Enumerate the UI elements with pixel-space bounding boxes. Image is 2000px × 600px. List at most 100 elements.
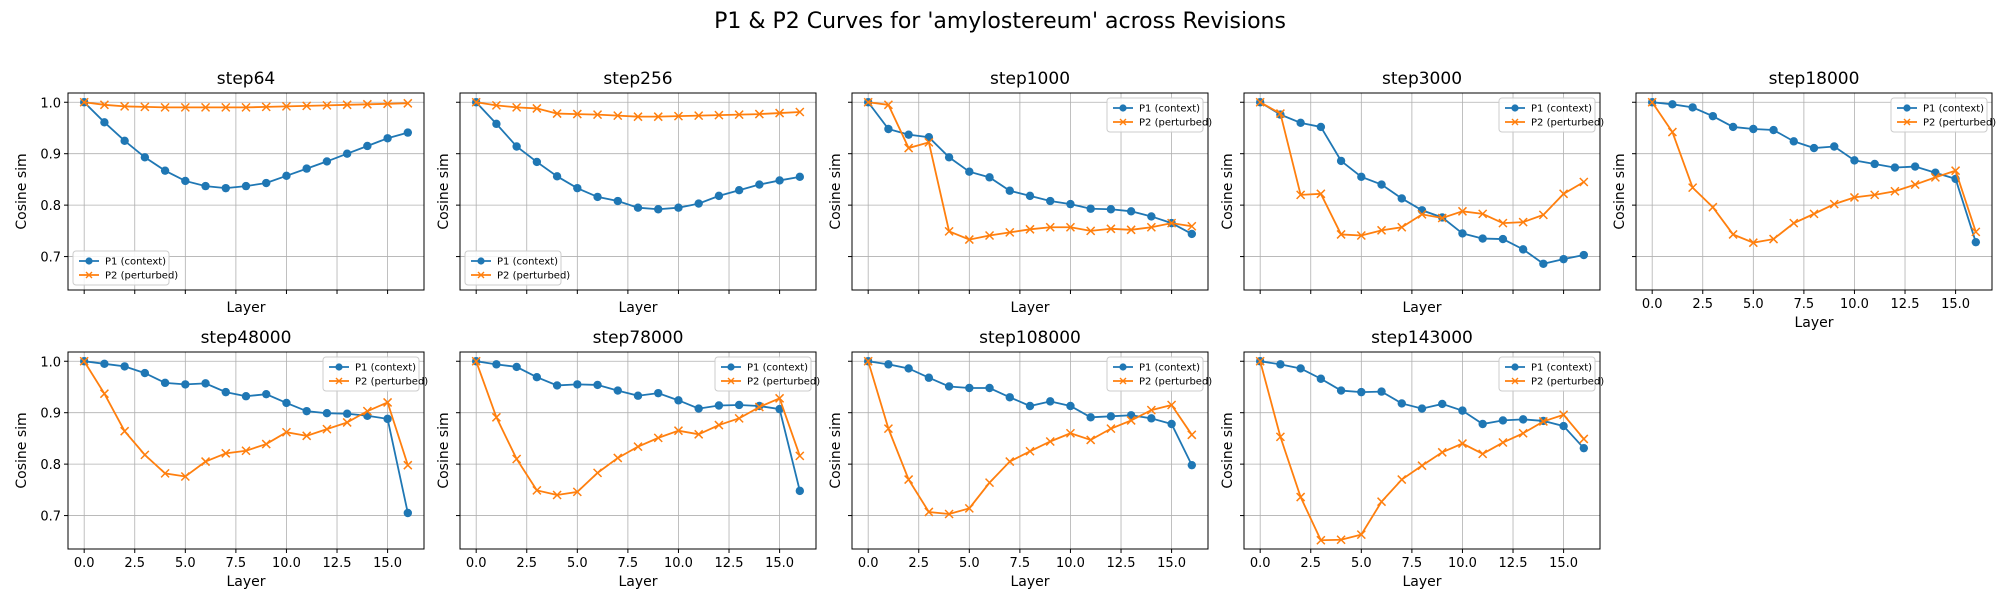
data-point-p2 (1437, 213, 1447, 223)
data-point-p1 (403, 508, 413, 518)
data-point-p2 (362, 99, 372, 109)
data-point-p2 (281, 427, 291, 437)
data-point-p2 (241, 446, 251, 456)
axes-frame (1243, 351, 1601, 550)
data-point-p1 (1498, 416, 1508, 425)
data-point-p2 (1809, 209, 1819, 219)
y-tick-label: 0.9 (40, 148, 61, 163)
data-point-p2 (1971, 227, 1981, 237)
data-point-p2 (1457, 206, 1467, 216)
data-point-p2 (1498, 218, 1508, 228)
data-point-p1 (1126, 207, 1136, 216)
data-point-p2 (1106, 224, 1116, 234)
data-point-p2 (1025, 446, 1035, 456)
data-point-p1 (1005, 186, 1014, 195)
legend: P1 (context) P2 (perturbed) (714, 356, 820, 392)
y-tick-label: 1.0 (40, 96, 61, 111)
data-point-p2 (1789, 218, 1799, 228)
x-axis-label: Layer (1794, 315, 1833, 331)
data-point-p1 (1397, 399, 1406, 408)
data-point-p2 (1086, 435, 1096, 445)
data-point-p1 (1377, 180, 1386, 189)
x-axis-label: Layer (618, 574, 657, 590)
legend-marker (477, 257, 485, 265)
data-point-p1 (241, 392, 251, 401)
data-point-p2 (694, 429, 704, 439)
data-point-p1 (1316, 374, 1326, 383)
data-point-p1 (1539, 259, 1548, 268)
subplot-title: step143000 (1371, 328, 1473, 348)
data-point-p1 (613, 386, 622, 395)
data-point-p2 (1255, 356, 1265, 366)
data-point-p1 (965, 383, 974, 393)
data-point-p2 (1910, 180, 1920, 190)
data-point-p2 (1065, 428, 1075, 438)
data-point-p1 (1336, 386, 1346, 395)
data-point-p2 (471, 97, 481, 107)
subplot-title: step108000 (979, 328, 1081, 348)
x-tick-label: 12.5 (1891, 297, 1920, 312)
data-point-p1 (1769, 125, 1778, 135)
data-point-p1 (985, 173, 994, 182)
data-point-p2 (1356, 230, 1366, 241)
data-point-p1 (674, 396, 683, 405)
data-point-p1 (1106, 412, 1116, 421)
data-point-p1 (755, 180, 764, 189)
data-point-p2 (775, 108, 785, 118)
x-axis-label: Layer (618, 300, 657, 316)
data-point-p1 (100, 118, 109, 127)
legend-marker (1511, 377, 1519, 385)
data-point-p2 (1457, 439, 1467, 449)
data-point-p1 (1971, 237, 1981, 247)
data-point-p2 (1187, 221, 1197, 231)
data-point-p2 (795, 107, 805, 117)
data-point-p2 (180, 471, 190, 482)
y-tick-label: 0.8 (40, 199, 61, 214)
data-point-p2 (863, 97, 873, 107)
data-point-p1 (1850, 156, 1859, 165)
subplot-step48000: step48000 0.0 2.5 5.0 7.5 10.0 12.5 15.0 0.7 0.8 0… (14, 328, 428, 590)
data-point-p1 (160, 378, 170, 388)
legend-marker (1119, 104, 1127, 112)
legend-label: P2 (perturbed) (1531, 377, 1604, 388)
legend: P1 (context) P2 (perturbed) (322, 356, 428, 392)
subplot-title: step3000 (1382, 69, 1462, 89)
data-point-p1 (965, 167, 974, 176)
legend-marker (1511, 118, 1519, 126)
data-point-p1 (1046, 397, 1055, 406)
data-point-p1 (714, 191, 724, 201)
data-point-p2 (1748, 238, 1758, 248)
data-point-p1 (1518, 415, 1528, 424)
data-point-p1 (1518, 245, 1528, 254)
data-point-p1 (1830, 142, 1839, 151)
legend-marker (727, 363, 735, 371)
data-point-p1 (884, 360, 893, 369)
data-point-p2 (1397, 222, 1407, 232)
data-point-p2 (593, 468, 603, 478)
data-point-p2 (1167, 218, 1177, 228)
data-point-p2 (754, 109, 764, 119)
data-point-p2 (1377, 497, 1387, 507)
data-point-p2 (383, 99, 393, 109)
axes-frame (1243, 92, 1601, 291)
data-point-p2 (1417, 461, 1427, 471)
data-point-p1 (734, 186, 744, 195)
data-point-p1 (140, 153, 150, 162)
data-point-p1 (694, 404, 703, 413)
data-point-p2 (1316, 189, 1326, 199)
y-axis-label: Cosine sim (828, 412, 844, 488)
x-tick-label: 0.0 (74, 556, 95, 571)
data-point-p2 (1417, 209, 1427, 219)
data-point-p1 (1559, 254, 1568, 264)
data-point-p2 (1397, 475, 1407, 485)
data-point-p2 (1518, 428, 1528, 438)
legend-label: P1 (context) (105, 257, 166, 268)
x-tick-label: 2.5 (1692, 297, 1713, 312)
data-point-p1 (1559, 421, 1568, 431)
x-tick-label: 12.5 (1107, 556, 1136, 571)
y-axis-label: Cosine sim (14, 412, 30, 488)
legend-box (1106, 356, 1204, 392)
data-point-p2 (633, 112, 643, 122)
legend: P1 (context) P2 (perturbed) (1106, 97, 1212, 133)
data-point-p2 (99, 100, 109, 110)
